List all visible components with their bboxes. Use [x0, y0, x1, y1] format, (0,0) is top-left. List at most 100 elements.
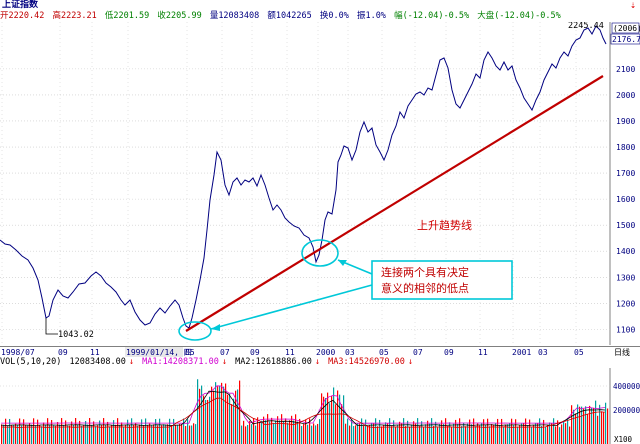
volume-bar [565, 423, 567, 444]
volume-bar [273, 422, 275, 444]
volume-bar [455, 419, 457, 444]
volume-bar [553, 418, 555, 444]
volume-bar [507, 424, 509, 444]
volume-bar [241, 425, 243, 444]
volume-bar [125, 424, 127, 444]
volume-bar [337, 390, 339, 444]
volume-bar [95, 426, 97, 444]
volume-bar [197, 379, 199, 444]
volume-bar [199, 388, 201, 444]
quote-info-bar: 开2220.42 高2223.21 低2201.59 收2205.99 量120… [0, 11, 640, 22]
volume-bar [365, 419, 367, 444]
y-tick-label: 2000 [616, 91, 635, 100]
volume-bar [87, 424, 89, 444]
volume-bar [377, 426, 379, 444]
volume-bar [157, 425, 159, 444]
time-axis-label: 07 [220, 348, 230, 357]
uptrend-line [185, 75, 604, 332]
volume-bar [211, 386, 213, 444]
volume-bar [435, 421, 437, 444]
volume-bar [381, 426, 383, 444]
sell-arrow-icon[interactable]: ⇣ [629, 0, 636, 11]
volume-value: 量12083408 [209, 11, 260, 21]
volume-bar [81, 425, 83, 444]
volume-bar [225, 383, 227, 444]
volume-ma1-line [1, 385, 606, 424]
annotation-line-1: 连接两个具有决定 [381, 265, 469, 279]
volume-bar [423, 427, 425, 444]
y-tick-label: 1800 [616, 143, 635, 152]
volume-bar [519, 425, 521, 444]
period-label: 日线 [614, 347, 630, 357]
volume-bar [1, 424, 3, 444]
volume-bar [543, 419, 545, 444]
volume-bar [295, 414, 297, 444]
price-chart[interactable]: 2100 2000 1900 1800 1700 1600 1500 1400 1300 1200… [0, 22, 640, 346]
volume-bar [399, 421, 401, 444]
volume-bar [275, 420, 277, 444]
ma1-value: MA1:14208371.00 [142, 357, 219, 367]
volume-bar [51, 420, 53, 444]
volume-bar [599, 404, 601, 444]
volume-bar [113, 420, 115, 444]
volume-bar [505, 424, 507, 444]
volume-bar [105, 425, 107, 444]
vol-legend-label: VOL(5,10,20) [0, 357, 62, 367]
y-tick-label: 1300 [616, 273, 635, 282]
volume-bar [235, 390, 237, 444]
volume-bar [239, 380, 241, 444]
time-axis-label: 09 [250, 348, 260, 357]
volume-bar [461, 426, 463, 444]
volume-bar [203, 395, 205, 444]
volume-bar [583, 408, 585, 444]
volume-bar [109, 426, 111, 444]
time-axis-labels: 1998/07 09 11 1999/01/14, 四05 07 09 11 2000 03 05… [0, 346, 640, 357]
volume-bar [521, 423, 523, 444]
volume-bar [131, 418, 133, 444]
volume-bar [271, 417, 273, 444]
volume-bar [449, 422, 451, 444]
volume-chart[interactable]: 400000 200000 X100 [0, 368, 640, 444]
volume-bar [421, 421, 423, 444]
volume-bar [119, 425, 121, 444]
volume-bar [301, 426, 303, 444]
volume-bar [189, 425, 191, 444]
low-point-circle-2 [301, 239, 339, 267]
high-price-label: 2245.44 [568, 22, 604, 31]
volume-bar [605, 402, 607, 444]
volume-bar [451, 426, 453, 444]
low-value: 低2201.59 [104, 11, 150, 21]
volume-bar [281, 414, 283, 444]
volume-bar [201, 385, 203, 444]
volume-bar [33, 418, 35, 444]
volume-bar [339, 394, 341, 444]
volume-bar [5, 418, 7, 444]
volume-bar [469, 419, 471, 444]
volume-bar [311, 425, 313, 444]
volume-bar [551, 423, 553, 444]
volume-bar [121, 422, 123, 444]
volume-bar [577, 404, 579, 444]
volume-bar [259, 422, 261, 444]
volume-bar [333, 387, 335, 444]
volume-ma2-line [0, 390, 606, 426]
annotation-line-2: 意义的相邻的低点 [381, 281, 469, 295]
volume-bar [179, 423, 181, 444]
volume-bar [335, 404, 337, 444]
volume-bar [437, 427, 439, 444]
time-axis-label: 1998/07 [1, 348, 35, 357]
volume-bar [497, 418, 499, 444]
y-tick-label: 2100 [616, 65, 635, 74]
volume-bar [165, 424, 167, 444]
volume-bar [607, 408, 609, 444]
volume-bar [585, 406, 587, 444]
ma2-value: MA2:12618886.00 [235, 357, 312, 367]
volume-bar [193, 423, 195, 444]
volume-bar [589, 405, 591, 444]
volume-bar [487, 418, 489, 444]
volume-bar [293, 420, 295, 444]
volume-bar [261, 420, 263, 444]
volume-bar [601, 411, 603, 444]
volume-bar [107, 421, 109, 444]
volume-bar [73, 424, 75, 444]
